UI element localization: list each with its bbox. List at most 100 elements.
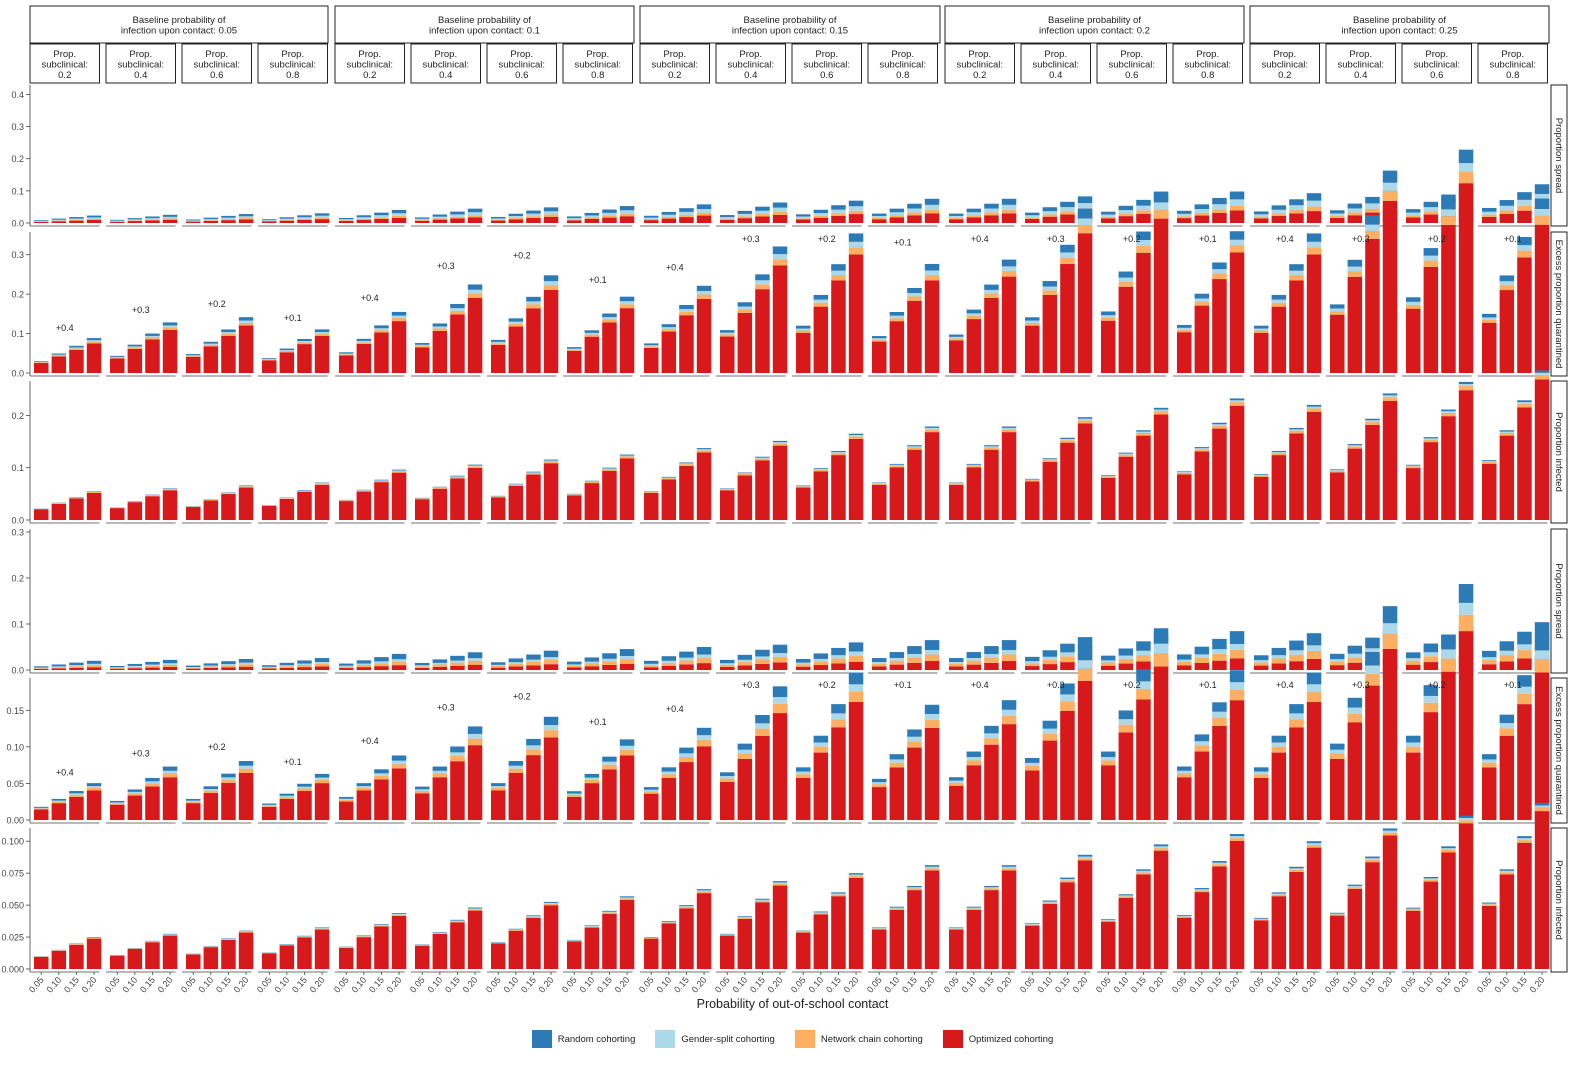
bar-segment [966, 217, 982, 223]
bar-segment [221, 219, 236, 221]
bar-segment [1289, 866, 1304, 869]
bar-segment [1382, 182, 1398, 191]
bar-segment [984, 293, 999, 298]
bar-segment [813, 913, 829, 915]
bar-segment [1347, 713, 1363, 723]
bar-segment [1001, 427, 1017, 430]
bar-segment [1330, 758, 1345, 820]
facet-subcolumn-label: Prop. [129, 49, 152, 60]
bar-segment [1330, 653, 1345, 660]
panel [335, 469, 407, 524]
bar-segment [1517, 840, 1532, 843]
bar-segment [491, 664, 506, 666]
bar-segment [872, 484, 887, 520]
bar-segment [1347, 271, 1363, 277]
bar-segment [619, 301, 635, 305]
facet-subcolumn-label: subclinical: [270, 60, 316, 71]
bar-segment [508, 484, 524, 485]
bar-segment [696, 294, 712, 299]
bar-segment [1136, 231, 1151, 241]
bar-segment [110, 804, 125, 820]
bar-segment [1254, 473, 1269, 475]
bar-segment [1077, 423, 1093, 520]
bar-segment [1077, 646, 1093, 661]
panel [792, 433, 864, 524]
bar-segment [872, 782, 887, 785]
bar-segment [1482, 904, 1497, 906]
bar-segment [450, 761, 465, 820]
bar-segment [314, 661, 330, 664]
bar-segment [1271, 655, 1287, 659]
bar-segment [907, 300, 922, 373]
bar-segment [602, 317, 617, 320]
panel [487, 459, 559, 524]
bar-segment [772, 440, 788, 443]
bar-segment [1441, 216, 1456, 226]
bar-segment [374, 661, 389, 664]
bar-segment [1101, 320, 1116, 373]
facet-group-label: Baseline probability of [438, 15, 531, 26]
bar-segment [1153, 850, 1169, 969]
bar-segment [1458, 820, 1474, 824]
bar-segment [1153, 209, 1169, 219]
bar-segment [526, 213, 541, 217]
bar-segment [297, 783, 312, 787]
panel [563, 454, 635, 524]
bar-segment [1534, 622, 1550, 638]
bar-segment [1347, 722, 1363, 820]
bar-segment [339, 501, 354, 520]
bar-segment [491, 787, 506, 791]
bar-segment [221, 217, 236, 220]
bar-segment [1001, 276, 1017, 373]
bar-segment [450, 662, 465, 666]
bar-segment [356, 663, 372, 665]
bar-segment [737, 917, 753, 918]
bar-segment [432, 933, 448, 969]
bar-segment [907, 729, 922, 737]
bar-segment [619, 206, 635, 211]
x-tick-label: 0.20 [1147, 975, 1166, 995]
bar-segment [508, 768, 524, 773]
bar-segment [737, 753, 753, 759]
bar-segment [508, 321, 524, 324]
bar-segment [186, 667, 201, 668]
bar-segment [127, 666, 143, 669]
facet-subcolumn-strip: Prop.subclinical:0.8 [257, 43, 328, 84]
x-tick-label: 0.05 [27, 975, 46, 995]
bar-segment [491, 786, 506, 788]
bar-segment [339, 801, 354, 820]
bar-segment [813, 469, 829, 472]
bar-segment [1212, 428, 1227, 520]
bar-segment [432, 330, 448, 373]
bar-segment [1025, 320, 1040, 323]
x-tick-label: 0.20 [613, 975, 632, 995]
panel: 0.050.100.150.20 [255, 927, 330, 995]
bar-segment [966, 907, 982, 909]
bar-segment [186, 354, 201, 356]
bar-segment [813, 294, 829, 300]
bar-segment [1534, 805, 1550, 808]
bar-segment [1271, 742, 1287, 747]
bar-segment [1001, 661, 1017, 670]
bar-segment [145, 335, 160, 338]
annotation-label: +0.2 [818, 680, 836, 690]
facet-subcolumn-label: Prop. [586, 49, 609, 60]
panel: +0.4 [335, 736, 407, 824]
bar-segment [813, 661, 829, 666]
bar-segment [661, 324, 677, 328]
panel: +0.2 [792, 233, 864, 377]
bar-segment [949, 340, 964, 373]
panel: 0.050.100.150.20 [103, 933, 178, 995]
bar-segment [432, 218, 448, 220]
bar-segment [1534, 672, 1550, 820]
bar-segment [924, 654, 940, 662]
bar-segment [508, 213, 524, 217]
bar-segment [262, 666, 277, 668]
bar-segment [1229, 205, 1245, 211]
bar-segment [1406, 660, 1421, 665]
bar-segment [543, 905, 559, 969]
bar-segment [1458, 149, 1474, 164]
facet-subcolumn-box [944, 43, 1015, 84]
bar-segment [203, 788, 219, 791]
